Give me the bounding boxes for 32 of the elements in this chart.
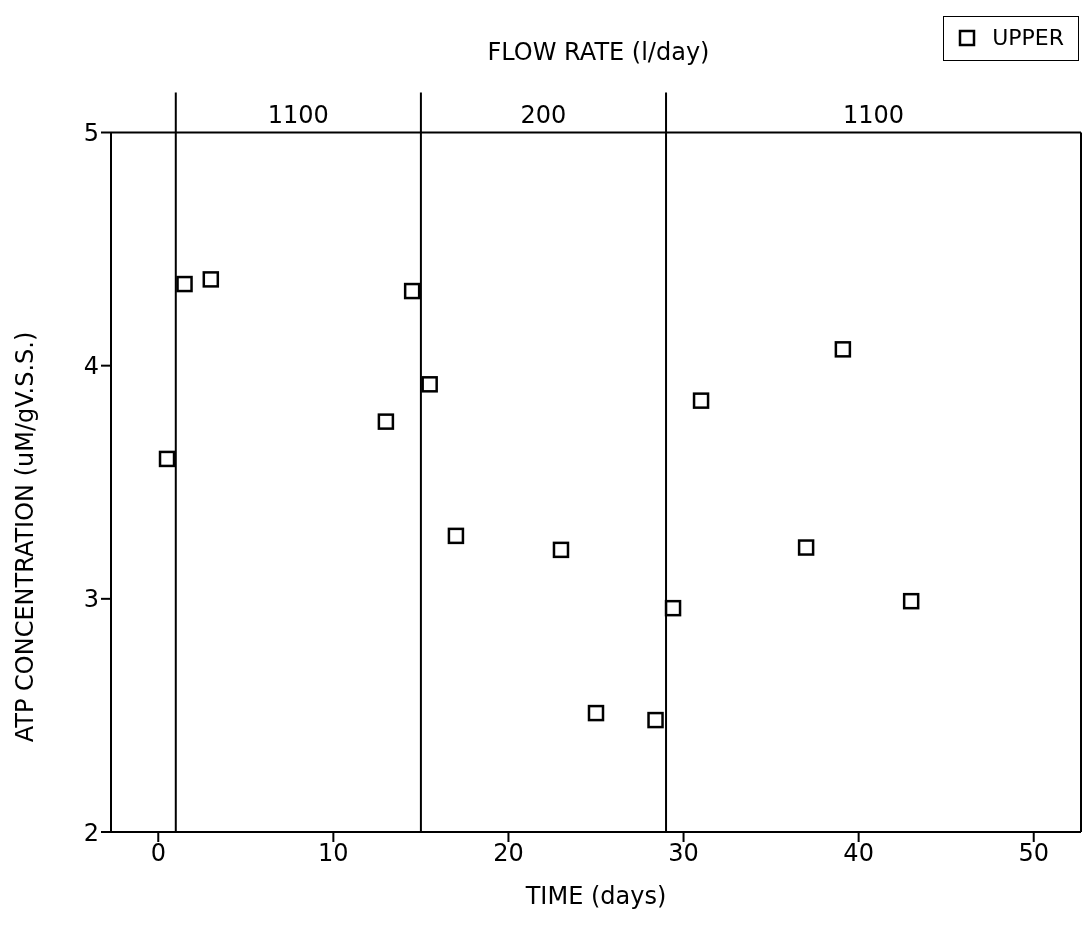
point [202,271,220,288]
y-axis-title: ATP CONCENTRATION (uM/gV.S.S.) [10,331,39,743]
point [176,275,193,293]
point [447,527,465,545]
point [403,282,421,300]
text: 1100 [267,100,329,129]
y-tick-label: 3 [83,585,99,614]
x-tick-label: 50 [1018,839,1049,868]
point [421,376,438,393]
point [834,341,852,358]
point [797,539,815,556]
point [664,599,682,617]
point [902,592,920,610]
x-tick-label: 30 [668,839,699,868]
text: 1100 [842,100,905,129]
point [552,541,570,559]
x-tick-label: 40 [843,839,874,868]
x-tick-label: 0 [150,839,166,868]
legend-label: UPPER [992,25,1064,50]
point [587,704,605,722]
point [647,711,664,729]
y-tick-label: 2 [83,818,99,847]
point [692,392,710,409]
x-tick-label: 10 [318,839,349,868]
point [158,450,176,468]
x2-axis-title: FLOW RATE (l/day) [487,38,710,66]
y-tick-label: 5 [83,119,99,148]
point [377,413,395,430]
x-tick-label: 20 [493,839,524,868]
y-tick-label: 4 [83,352,99,381]
x-axis-title: TIME (days) [524,882,667,910]
text: 200 [520,100,567,129]
